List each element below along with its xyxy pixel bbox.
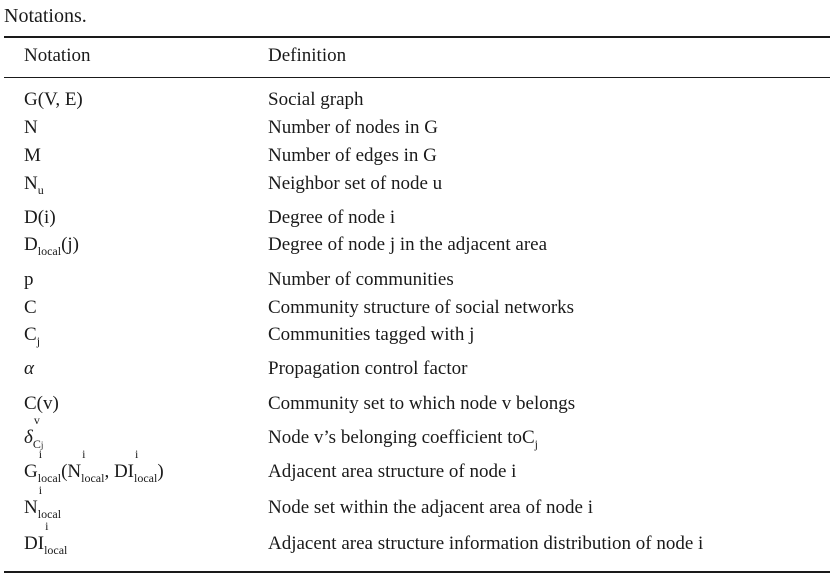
definition-cell: Number of edges in G — [268, 145, 437, 166]
notation-cell: N — [24, 117, 38, 138]
table-row: δ v Cj Node v’s belonging coefficient toCj — [0, 413, 831, 454]
notation-cell: Cj — [24, 324, 41, 348]
definition-cell: Community structure of social networks — [268, 297, 575, 318]
notation-cell: DI i local — [24, 519, 68, 557]
table-row: C Community structure of social networks — [0, 296, 831, 324]
definition-cell: Degree of node j in the adjacent area — [268, 234, 548, 255]
header-notation: Notation — [24, 45, 91, 66]
notation-cell: C(v) — [24, 393, 59, 414]
definition-cell: Number of nodes in G — [268, 117, 438, 138]
definition-cell: Communities tagged with j — [268, 324, 475, 345]
definition-cell: Adjacent area structure of node i — [268, 461, 517, 482]
definition-cell: Number of communities — [268, 269, 454, 290]
notation-cell: C — [24, 297, 37, 318]
table-row: D(i) Degree of node i — [0, 206, 831, 234]
notation-cell: Dlocal(j) — [24, 234, 79, 258]
table-row: Cj Communities tagged with j — [0, 323, 831, 351]
top-rule — [4, 36, 830, 38]
table-row: α Propagation control factor — [0, 357, 831, 385]
table-row: M Number of edges in G — [0, 144, 831, 172]
notation-cell: G(V, E) — [24, 89, 83, 110]
table-row: p Number of communities — [0, 268, 831, 296]
bottom-rule — [4, 571, 830, 573]
notation-cell: p — [24, 269, 34, 290]
definition-cell: Adjacent area structure information dist… — [268, 533, 704, 554]
definition-cell: Community set to which node v belongs — [268, 393, 576, 414]
definition-cell: Social graph — [268, 89, 364, 110]
table-row: C(v) Community set to which node v belon… — [0, 392, 831, 420]
notation-cell: M — [24, 145, 41, 166]
table-row: Dlocal(j) Degree of node j in the adjace… — [0, 233, 831, 261]
table-row: N Number of nodes in G — [0, 116, 831, 144]
notation-cell: α — [24, 358, 34, 379]
table-row: G(V, E) Social graph — [0, 88, 831, 116]
definition-cell: Node v’s belonging coefficient toCj — [268, 427, 538, 451]
definition-cell: Node set within the adjacent area of nod… — [268, 497, 593, 518]
notation-cell: δ v Cj — [24, 413, 44, 451]
definition-cell: Degree of node i — [268, 207, 396, 228]
table-row: Nu Neighbor set of node u — [0, 172, 831, 200]
header-definition: Definition — [268, 45, 347, 66]
notation-cell: Nu — [24, 173, 44, 197]
table-caption: Notations. — [4, 5, 87, 27]
definition-cell: Propagation control factor — [268, 358, 468, 379]
table-row: DI i local Adjacent area structure informa… — [0, 519, 831, 560]
notation-cell: D(i) — [24, 207, 56, 228]
header-rule — [4, 77, 830, 78]
definition-cell: Neighbor set of node u — [268, 173, 443, 194]
